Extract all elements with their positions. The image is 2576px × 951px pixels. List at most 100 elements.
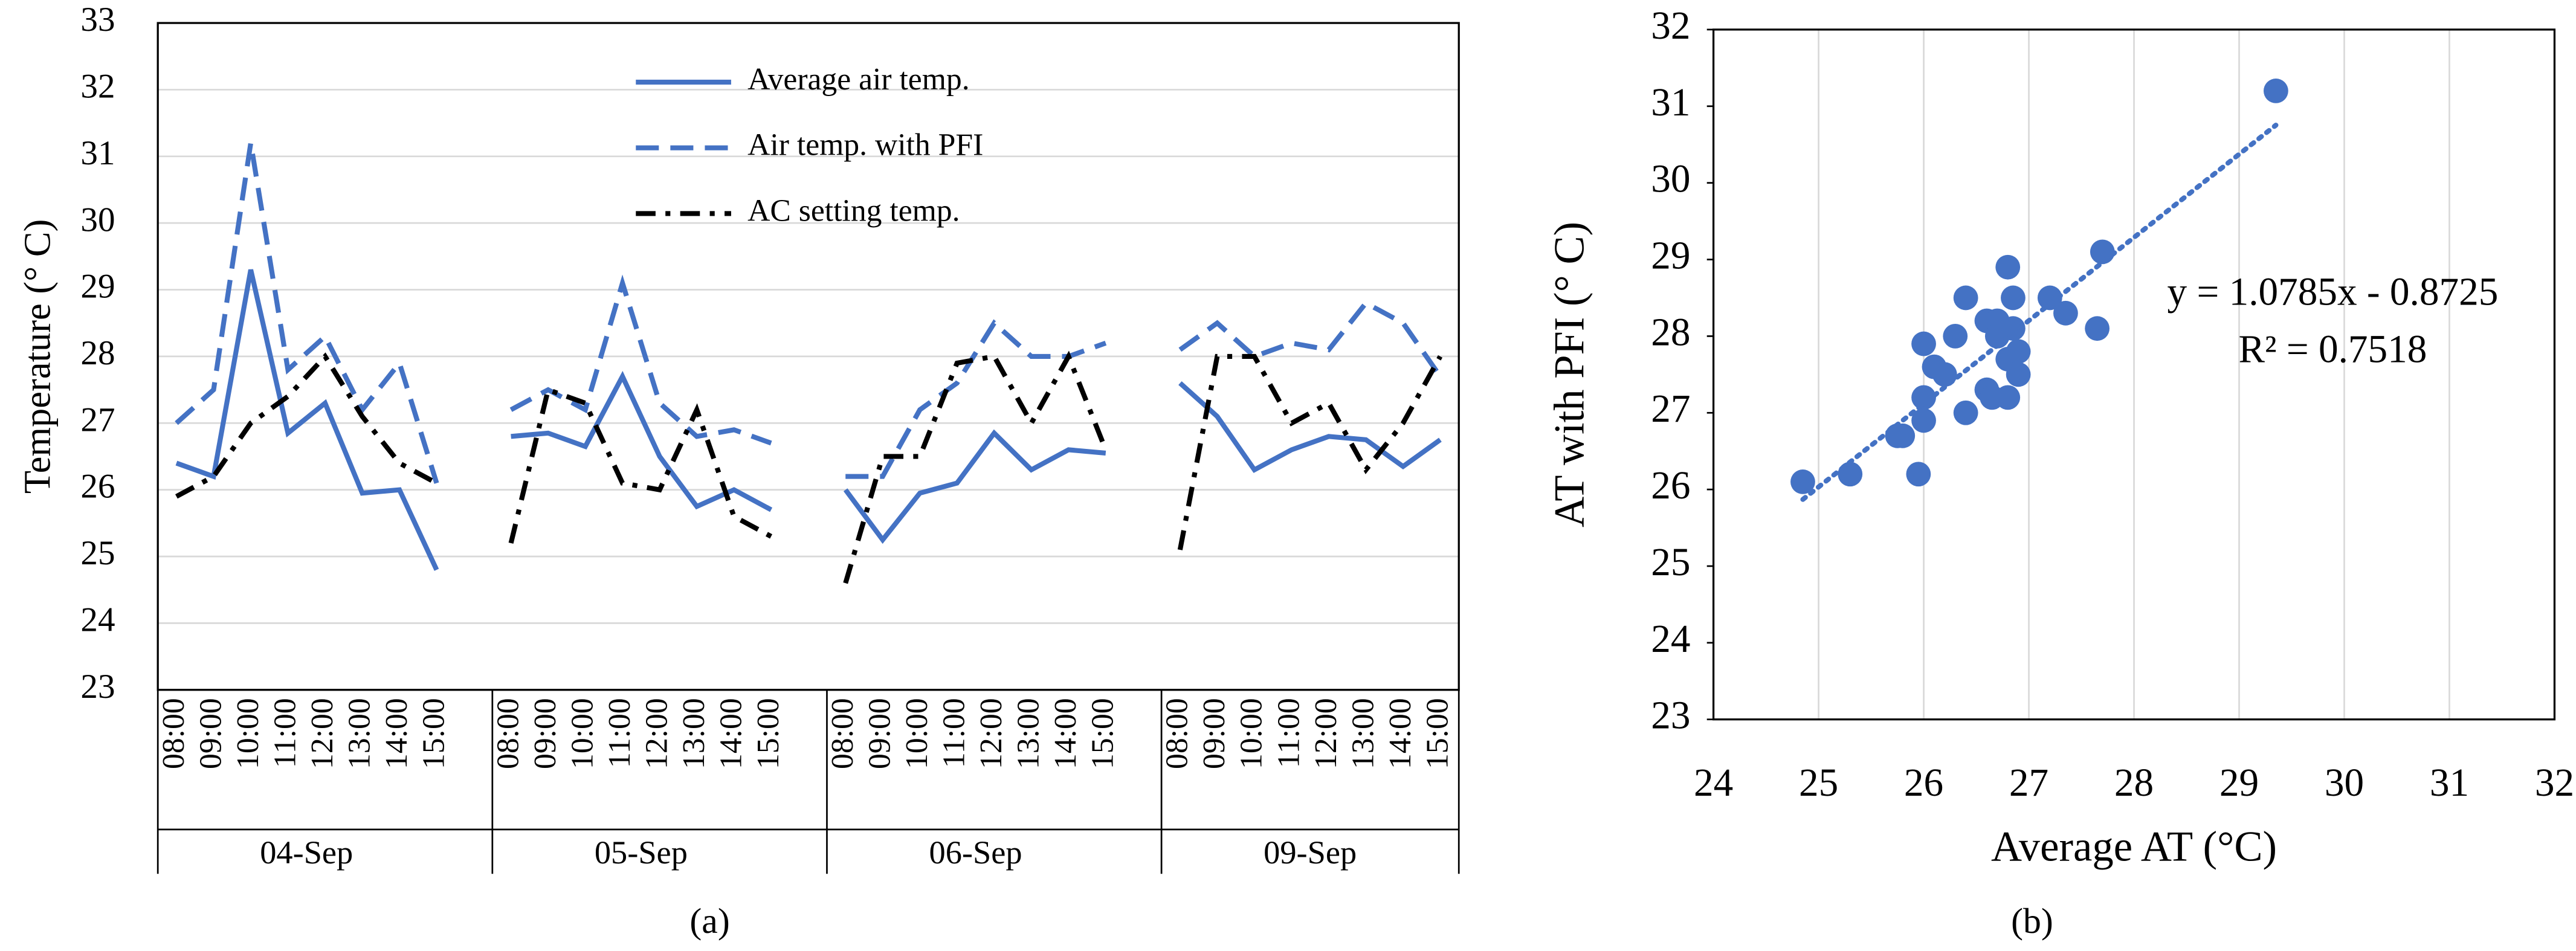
x-tick-label: 15:00	[1420, 698, 1454, 769]
y-tick-label: 27	[80, 401, 115, 439]
x-tick-label: 14:00	[379, 698, 414, 769]
y-tick-label: 28	[80, 334, 115, 372]
x-tick-label: 26	[1904, 761, 1943, 805]
data-line	[508, 386, 773, 544]
point	[1943, 323, 1968, 349]
x-tick-label: 14:00	[1048, 698, 1083, 769]
x-tick-label: 14:00	[1383, 698, 1418, 769]
x-tick-label: 10:00	[231, 698, 265, 769]
x-tick-label: 08:00	[825, 698, 860, 769]
x-tick-label: 13:00	[342, 698, 376, 769]
x-tick-label: 12:00	[1309, 698, 1343, 769]
caption: (a)	[689, 901, 729, 941]
data-line	[843, 350, 1108, 584]
data-line	[1177, 353, 1443, 550]
x-tick-label: 13:00	[1012, 698, 1046, 769]
point	[1911, 385, 1936, 410]
data-line	[175, 143, 439, 484]
point	[1911, 331, 1936, 356]
point	[1838, 462, 1863, 487]
y-tick-label: 25	[1651, 541, 1690, 584]
x-tick-label: 08:00	[157, 698, 191, 769]
y-tick-label: 23	[80, 668, 115, 706]
y-tick-label: 25	[80, 534, 115, 572]
data-line	[175, 269, 439, 571]
x-axis-title: Average AT (°C)	[1991, 823, 2277, 870]
point	[2053, 300, 2078, 326]
legend-label: AC setting temp.	[747, 193, 960, 228]
data-line	[175, 352, 438, 499]
x-tick-label: 25	[1799, 761, 1838, 805]
y-tick-label: 24	[80, 601, 115, 639]
x-tick-label: 12:00	[305, 698, 340, 769]
point	[2085, 316, 2110, 341]
point	[2037, 285, 2062, 311]
x-tick-label: 12:00	[974, 698, 1009, 769]
x-tick-label: 15:00	[751, 698, 786, 769]
x-tick-label: 15:00	[1086, 698, 1120, 769]
data-line	[1178, 300, 1442, 378]
x-tick-label: 27	[2009, 761, 2048, 805]
point	[2001, 285, 2026, 311]
x-tick-label: 09:00	[193, 698, 228, 769]
x-tick-label: 11:00	[1271, 698, 1306, 768]
trendline	[1800, 123, 2279, 502]
group-label: 05-Sep	[595, 834, 688, 871]
x-tick-label: 13:00	[677, 698, 711, 769]
y-tick-label: 26	[1651, 464, 1690, 508]
x-tick-label: 10:00	[1235, 698, 1269, 769]
point	[1953, 400, 1978, 425]
x-tick-label: 12:00	[640, 698, 674, 769]
x-tick-label: 32	[2535, 761, 2574, 805]
point	[1906, 462, 1931, 487]
x-tick-label: 10:00	[565, 698, 599, 769]
x-tick-label: 09:00	[1197, 698, 1232, 769]
y-tick-label: 33	[80, 1, 115, 39]
y-tick-label: 31	[1651, 81, 1690, 124]
y-tick-label: 31	[80, 134, 115, 172]
data-line	[843, 429, 1106, 544]
plot-frame	[157, 22, 1460, 691]
data-line	[1178, 381, 1442, 473]
group-label: 04-Sep	[260, 834, 353, 871]
point	[2006, 362, 2031, 387]
point	[1911, 408, 1936, 433]
y-tick-label: 23	[1651, 694, 1690, 738]
x-tick-label: 13:00	[1346, 698, 1380, 769]
x-tick-label: 11:00	[602, 698, 637, 768]
group-label: 06-Sep	[929, 834, 1022, 871]
y-tick-label: 24	[1651, 617, 1690, 661]
x-tick-label: 11:00	[268, 698, 302, 768]
x-tick-label: 11:00	[937, 698, 972, 768]
data-line	[845, 319, 1107, 479]
x-tick-label: 31	[2430, 761, 2469, 805]
x-tick-label: 28	[2114, 761, 2154, 805]
y-tick-label: 30	[1651, 158, 1690, 201]
y-tick-label: 29	[80, 268, 115, 306]
x-tick-label: 08:00	[491, 698, 525, 769]
caption: (b)	[2011, 901, 2053, 941]
y-axis-title: Temperature (° C)	[16, 219, 59, 494]
x-tick-label: 30	[2325, 761, 2364, 805]
x-tick-label: 24	[1694, 761, 1733, 805]
point	[1953, 285, 1978, 311]
y-axis-title: AT with PFI (° C)	[1546, 222, 1593, 527]
point	[1995, 254, 2021, 280]
x-tick-label: 08:00	[1160, 698, 1195, 769]
y-tick-label: 26	[80, 468, 115, 506]
y-tick-label: 32	[80, 68, 115, 106]
point	[2006, 339, 2031, 364]
y-tick-label: 30	[80, 201, 115, 239]
y-tick-label: 28	[1651, 311, 1690, 354]
point	[2001, 316, 2026, 341]
y-tick-label: 32	[1651, 4, 1690, 48]
x-tick-label: 15:00	[416, 698, 451, 769]
point	[1995, 385, 2021, 410]
y-tick-label: 29	[1651, 234, 1690, 277]
annotation: R² = 0.7518	[2239, 327, 2427, 371]
group-label: 09-Sep	[1264, 834, 1357, 871]
point	[2264, 79, 2288, 103]
legend-label: Average air temp.	[747, 62, 970, 97]
x-tick-label: 10:00	[900, 698, 934, 769]
